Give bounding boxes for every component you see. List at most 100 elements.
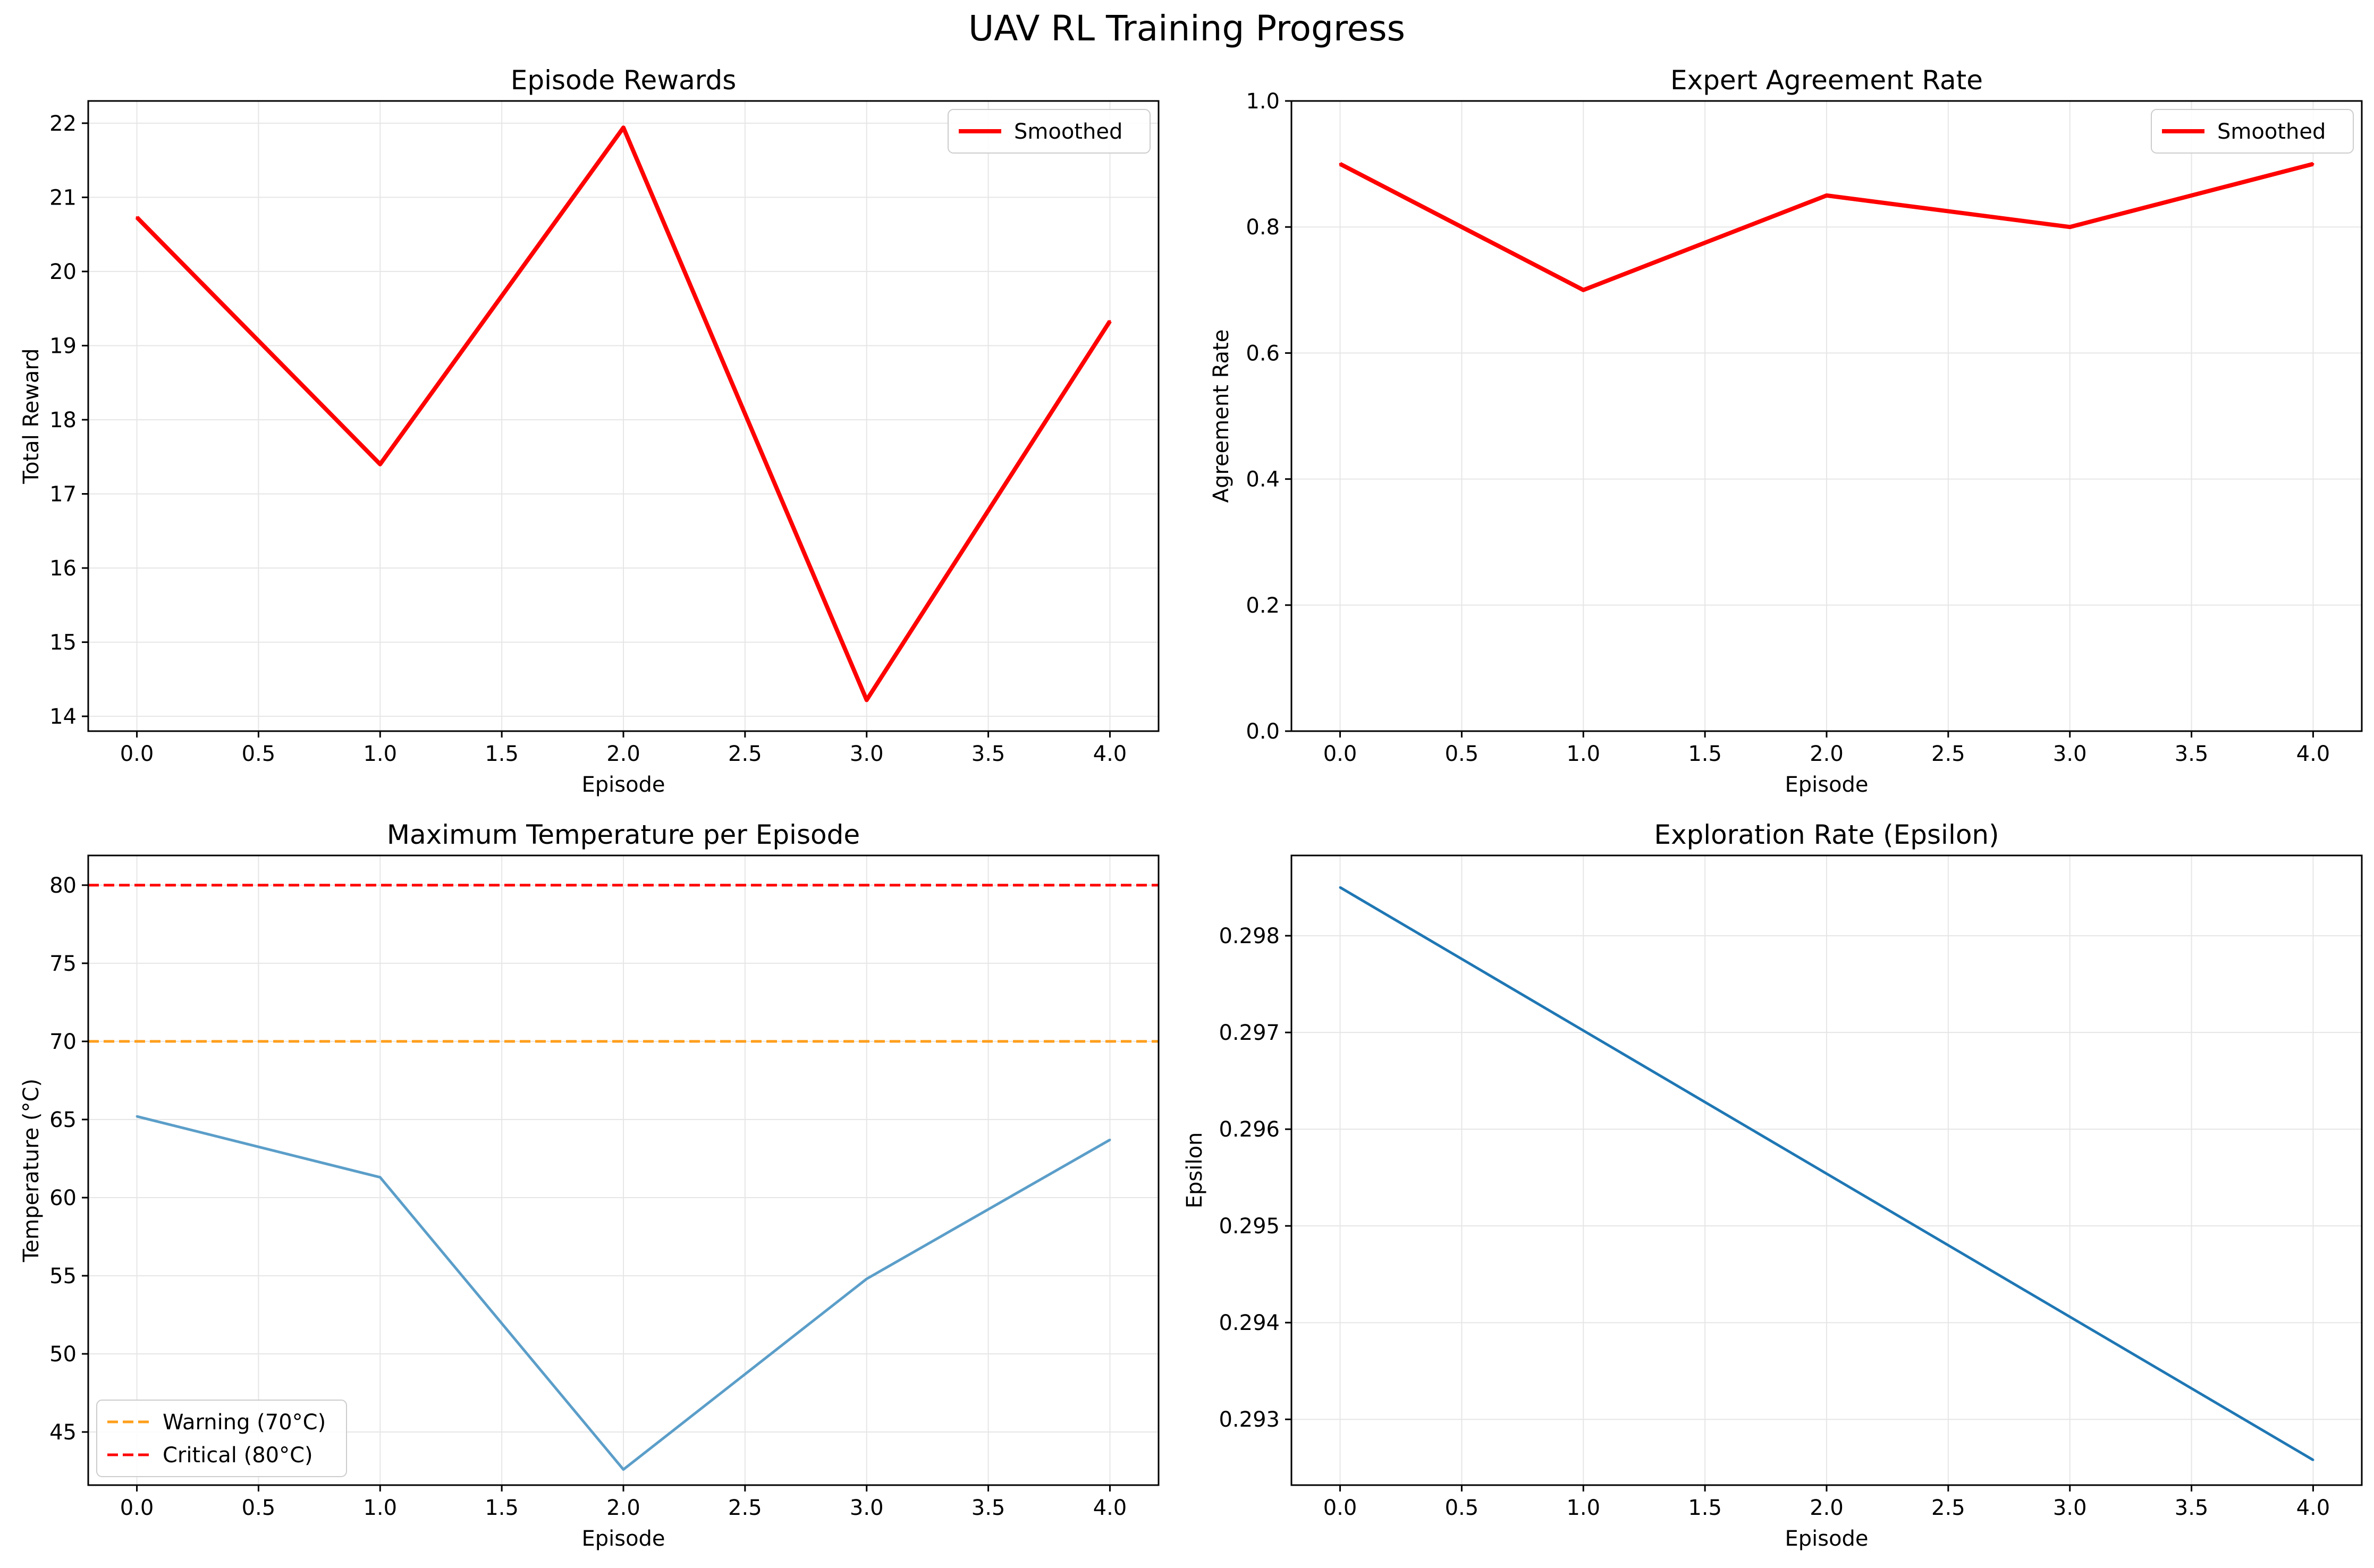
y-axis-label: Agreement Rate — [1209, 329, 1234, 503]
y-tick-label: 65 — [49, 1108, 77, 1132]
y-axis-label: Temperature (°C) — [19, 1079, 44, 1262]
x-tick-label: 1.0 — [1566, 1496, 1600, 1520]
x-tick-label: 3.5 — [971, 742, 1006, 766]
y-tick-label: 0.2 — [1246, 594, 1280, 618]
x-tick-label: 0.0 — [1323, 1496, 1357, 1520]
data-point — [1826, 1172, 1828, 1175]
x-tick-label: 0.0 — [1323, 742, 1357, 766]
x-tick-label: 1.0 — [363, 1496, 397, 1520]
x-tick-label: 3.0 — [2053, 1496, 2087, 1520]
x-tick-label: 1.5 — [1688, 742, 1722, 766]
x-tick-label: 0.5 — [242, 742, 276, 766]
y-tick-label: 0.294 — [1219, 1311, 1280, 1335]
x-tick-label: 3.0 — [2053, 742, 2087, 766]
panel-title: Exploration Rate (Epsilon) — [1654, 819, 1999, 850]
data-point — [2312, 163, 2314, 165]
y-tick-label: 0.295 — [1219, 1214, 1280, 1239]
y-tick-label: 0.4 — [1246, 468, 1280, 492]
legend-box — [96, 1400, 347, 1477]
legend-label: Smoothed — [2217, 120, 2326, 144]
x-tick-label: 0.5 — [1445, 742, 1479, 766]
data-point — [379, 463, 382, 465]
x-tick-label: 4.0 — [1093, 1496, 1127, 1520]
y-tick-label: 0.0 — [1246, 719, 1280, 744]
legend: Smoothed — [2151, 109, 2354, 154]
data-point — [865, 699, 868, 701]
x-axis-label: Episode — [1785, 773, 1868, 797]
x-tick-label: 4.0 — [2296, 742, 2330, 766]
y-tick-label: 14 — [49, 705, 77, 729]
y-tick-label: 50 — [49, 1342, 77, 1367]
legend-box — [948, 109, 1151, 154]
x-axis-label: Episode — [581, 1527, 665, 1551]
x-axis-label: Episode — [581, 773, 665, 797]
x-tick-label: 1.5 — [485, 1496, 519, 1520]
x-tick-label: 2.5 — [728, 742, 762, 766]
data-point — [1582, 1029, 1585, 1032]
legend-label: Smoothed — [1014, 120, 1122, 144]
chart-panel-2: 0.0 0.5 1.0 1.5 2.0 2.5 3.0 3.5 4.0 0.0 0.2 0.4 0.6 0… — [1209, 65, 2363, 797]
figure-title: UAV RL Training Progress — [968, 8, 1405, 49]
x-tick-label: 4.0 — [1093, 742, 1127, 766]
panel-title: Maximum Temperature per Episode — [387, 819, 860, 850]
y-tick-label: 1.0 — [1246, 89, 1280, 114]
y-tick-label: 0.293 — [1219, 1408, 1280, 1432]
data-point — [1339, 163, 1341, 165]
panel-title: Expert Agreement Rate — [1670, 65, 1983, 96]
y-tick-label: 75 — [49, 952, 77, 976]
legend: Warning (70°C) Critical (80°C) — [96, 1400, 347, 1477]
x-tick-label: 2.0 — [606, 1496, 640, 1520]
y-tick-label: 0.6 — [1246, 341, 1280, 366]
x-tick-label: 2.0 — [1810, 742, 1844, 766]
y-tick-label: 20 — [49, 260, 77, 284]
x-axis-label: Episode — [1785, 1527, 1868, 1551]
x-tick-label: 0.5 — [242, 1496, 276, 1520]
chart-panel-3: 0.0 0.5 1.0 1.5 2.0 2.5 3.0 3.5 4.0 45 50 55 60 65 70 7… — [19, 819, 1160, 1551]
y-tick-label: 80 — [49, 874, 77, 898]
legend: Smoothed — [948, 109, 1151, 154]
x-tick-label: 2.5 — [1931, 742, 1965, 766]
y-tick-label: 21 — [49, 185, 77, 210]
y-tick-label: 60 — [49, 1186, 77, 1210]
data-point — [1339, 886, 1341, 889]
x-tick-label: 0.5 — [1445, 1496, 1479, 1520]
y-tick-label: 0.296 — [1219, 1117, 1280, 1142]
x-tick-label: 2.0 — [606, 742, 640, 766]
y-tick-label: 45 — [49, 1420, 77, 1445]
y-tick-label: 0.8 — [1246, 215, 1280, 240]
legend-label: Critical (80°C) — [163, 1443, 313, 1468]
x-tick-label: 4.0 — [2296, 1496, 2330, 1520]
x-tick-label: 2.5 — [1931, 1496, 1965, 1520]
x-tick-label: 3.5 — [2175, 742, 2209, 766]
legend-label: Warning (70°C) — [163, 1410, 326, 1435]
x-tick-label: 3.5 — [2175, 1496, 2209, 1520]
panel-title: Episode Rewards — [511, 65, 737, 96]
y-tick-label: 17 — [49, 482, 77, 507]
x-tick-label: 0.0 — [120, 742, 154, 766]
data-point — [1582, 289, 1585, 291]
y-tick-label: 15 — [49, 631, 77, 655]
x-tick-label: 0.0 — [120, 1496, 154, 1520]
data-point — [622, 126, 624, 129]
y-axis-label: Total Reward — [19, 348, 44, 484]
y-tick-label: 16 — [49, 556, 77, 581]
data-point — [1826, 194, 1828, 197]
x-tick-label: 3.5 — [971, 1496, 1006, 1520]
y-tick-label: 18 — [49, 408, 77, 433]
x-tick-label: 2.5 — [728, 1496, 762, 1520]
y-tick-label: 19 — [49, 334, 77, 358]
data-point — [622, 1468, 624, 1471]
x-tick-label: 3.0 — [850, 1496, 884, 1520]
legend-box — [2151, 109, 2354, 154]
x-tick-label: 3.0 — [850, 742, 884, 766]
data-point — [1109, 1139, 1111, 1141]
data-point — [2068, 1316, 2071, 1318]
y-tick-label: 0.297 — [1219, 1021, 1280, 1045]
data-point — [379, 1176, 382, 1179]
chart-panel-4: 0.0 0.5 1.0 1.5 2.0 2.5 3.0 3.5 4.0 0.293 0.294 0.2… — [1182, 819, 2363, 1551]
x-tick-label: 1.5 — [1688, 1496, 1722, 1520]
y-tick-label: 55 — [49, 1264, 77, 1289]
x-tick-label: 1.0 — [1566, 742, 1600, 766]
x-tick-label: 1.0 — [363, 742, 397, 766]
